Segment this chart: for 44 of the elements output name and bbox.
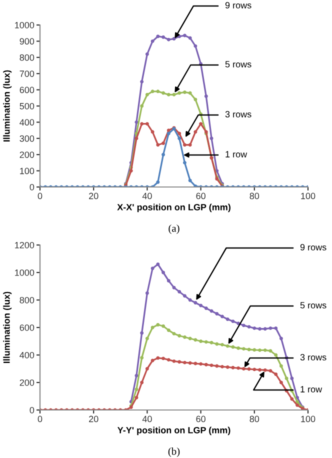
x-axis-title: Y-Y' position on LGP (mm) xyxy=(117,426,230,436)
y-tick-label: 800 xyxy=(20,54,34,61)
annotation: 3 rows xyxy=(225,111,252,118)
y-tick-label: 0 xyxy=(30,406,34,414)
y-tick-label: 200 xyxy=(20,152,34,158)
y-tick-label: 1200 xyxy=(15,242,34,248)
y-tick-label: 100 xyxy=(20,168,34,174)
y-tick-label: 500 xyxy=(20,102,34,110)
x-tick-label: 40 xyxy=(142,416,152,422)
x-tick-label: 100 xyxy=(301,192,316,200)
annotation: 9 rows xyxy=(300,244,326,250)
y-tick-label: 600 xyxy=(20,324,34,331)
text: (b) xyxy=(168,448,180,457)
x-tick-label: 80 xyxy=(250,192,260,200)
text: (a) xyxy=(168,224,180,234)
y-axis-title: Illumination (lux) xyxy=(3,70,12,142)
x-axis-title: X-X' position on LGP (mm) xyxy=(117,204,230,212)
annotation: 5 rows xyxy=(225,61,252,68)
annotation: 1 row xyxy=(226,151,248,158)
annotation: 5 rows xyxy=(300,302,326,308)
x-tick-label: 20 xyxy=(89,416,98,422)
annotation: 3 rows xyxy=(300,354,326,360)
y-tick-label: 200 xyxy=(20,379,34,386)
annotation: 9 rows xyxy=(225,2,252,8)
y-tick-label: 300 xyxy=(20,135,34,142)
y-tick-label: 400 xyxy=(20,352,34,358)
x-tick-label: 60 xyxy=(196,416,206,422)
x-tick-label: 20 xyxy=(89,192,98,200)
y-axis-title: Illumination (lux) xyxy=(3,292,12,363)
y-tick-label: 1000 xyxy=(15,269,34,276)
y-tick-label: 800 xyxy=(20,296,34,304)
x-tick-label: 0 xyxy=(38,192,42,200)
x-tick-label: 80 xyxy=(250,416,260,422)
y-tick-label: 700 xyxy=(20,70,34,77)
y-tick-label: 600 xyxy=(20,86,34,94)
y-tick-label: 1000 xyxy=(15,22,34,28)
x-tick-label: 100 xyxy=(301,416,316,422)
x-tick-label: 40 xyxy=(142,192,152,200)
x-tick-label: 60 xyxy=(196,192,206,200)
y-tick-label: 400 xyxy=(20,119,34,126)
y-tick-label: 900 xyxy=(20,38,34,45)
y-tick-label: 0 xyxy=(30,184,34,190)
x-tick-label: 0 xyxy=(38,416,42,422)
annotation: 1 row xyxy=(300,386,322,392)
